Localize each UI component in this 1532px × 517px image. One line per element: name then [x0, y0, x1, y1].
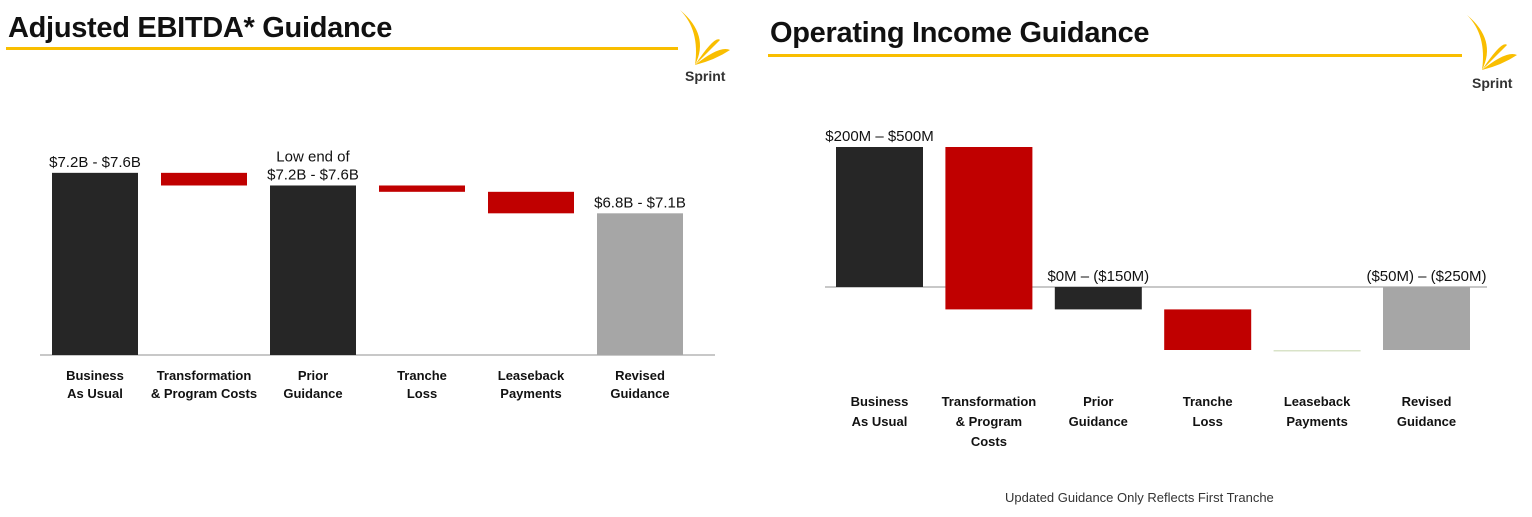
category-label: & Program	[956, 414, 1022, 429]
category-label: As Usual	[852, 414, 908, 429]
right-title-rule	[768, 54, 1462, 57]
bar-transformation-program-costs-costs	[945, 147, 1033, 310]
data-label: Low end of	[276, 148, 350, 165]
category-label: Guidance	[610, 386, 669, 401]
category-label: Payments	[1286, 414, 1347, 429]
category-label: Business	[66, 368, 124, 383]
bar-leaseback-payments	[488, 191, 574, 214]
category-label: & Program Costs	[151, 386, 257, 401]
category-label: Transformation	[157, 368, 252, 383]
bar-prior-guidance	[270, 185, 356, 355]
category-label: Leaseback	[498, 368, 565, 383]
category-label: Prior	[298, 368, 328, 383]
category-label: Costs	[971, 434, 1007, 449]
bar-business-as-usual	[52, 172, 138, 355]
category-label: Revised	[615, 368, 665, 383]
category-label: Leaseback	[1284, 394, 1351, 409]
category-label: Transformation	[942, 394, 1037, 409]
right-title: Operating Income Guidance	[770, 17, 1150, 49]
left-logo-text: Sprint	[685, 68, 726, 84]
bar-transformation-program-costs	[161, 172, 247, 186]
category-label: Guidance	[1397, 414, 1456, 429]
right-logo-text: Sprint	[1472, 75, 1513, 91]
bar-tranche-loss	[379, 185, 465, 192]
bar-revised-guidance	[1383, 287, 1470, 350]
data-label: ($50M) – ($250M)	[1366, 268, 1486, 285]
left-title-rule	[6, 47, 678, 50]
left-title: Adjusted EBITDA* Guidance	[8, 12, 393, 44]
category-label: Tranche	[397, 368, 447, 383]
category-label: Guidance	[283, 386, 342, 401]
bar-business-as-usual	[836, 147, 923, 287]
data-label: $0M – ($150M)	[1047, 268, 1149, 285]
category-label: Loss	[407, 386, 437, 401]
category-label: Payments	[500, 386, 561, 401]
data-label: $200M – $500M	[825, 128, 933, 145]
bar-leaseback-payments	[1273, 350, 1361, 352]
data-label: $7.2B - $7.6B	[267, 166, 359, 183]
category-label: Prior	[1083, 394, 1113, 409]
data-label: $6.8B - $7.1B	[594, 194, 686, 211]
data-label: $7.2B - $7.6B	[49, 154, 141, 171]
category-label: Tranche	[1183, 394, 1233, 409]
category-label: Loss	[1193, 414, 1223, 429]
bar-revised-guidance	[597, 213, 683, 355]
sprint-logo-icon	[1467, 15, 1517, 70]
bar-prior-guidance	[1054, 287, 1142, 310]
category-label: Business	[851, 394, 909, 409]
bar-tranche-loss	[1164, 309, 1252, 350]
category-label: As Usual	[67, 386, 123, 401]
sprint-logo-icon	[680, 10, 730, 65]
category-label: Guidance	[1069, 414, 1128, 429]
category-label: Revised	[1402, 394, 1452, 409]
footnote: Updated Guidance Only Reflects First Tra…	[1005, 490, 1274, 505]
